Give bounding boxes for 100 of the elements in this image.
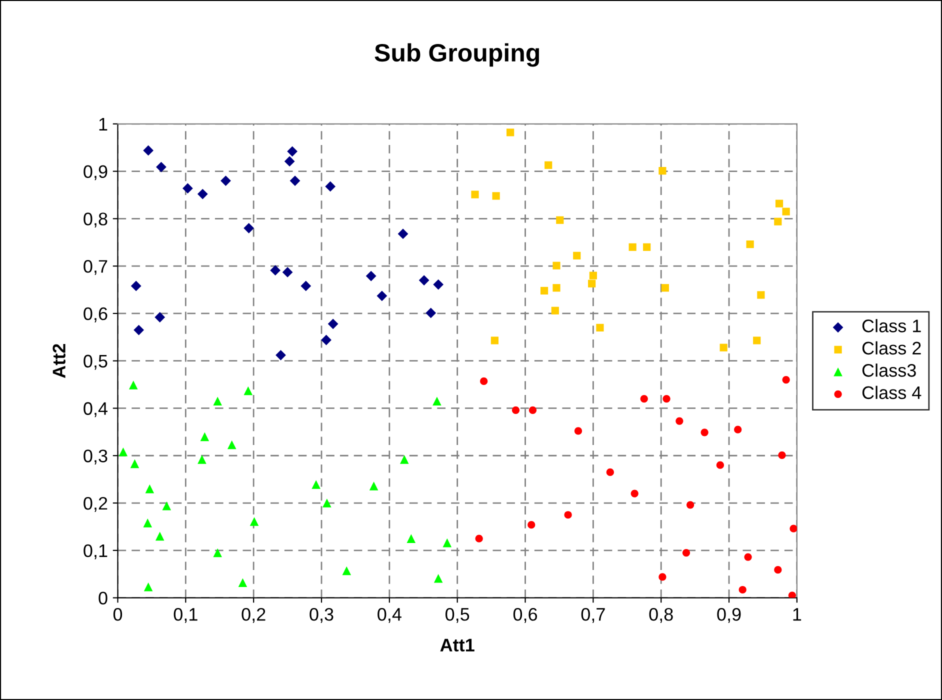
point bbox=[376, 290, 388, 302]
point bbox=[716, 461, 724, 469]
point bbox=[270, 265, 281, 276]
point bbox=[588, 280, 596, 288]
y-tick-label: 0,8 bbox=[84, 212, 108, 228]
y-tick-label: 0,7 bbox=[84, 260, 108, 275]
point bbox=[155, 532, 164, 541]
point bbox=[774, 566, 782, 574]
point bbox=[682, 548, 690, 557]
point bbox=[198, 455, 206, 464]
point bbox=[528, 406, 537, 414]
x-tick-label: 0,9 bbox=[717, 608, 741, 623]
point bbox=[778, 451, 786, 459]
point bbox=[300, 280, 312, 292]
point bbox=[720, 344, 728, 352]
y-tick-label: 0,6 bbox=[84, 307, 108, 322]
point bbox=[432, 396, 442, 406]
point bbox=[400, 455, 409, 464]
y-tick-label: 0,3 bbox=[84, 450, 108, 464]
x-axis-title: Att1 bbox=[440, 638, 474, 652]
point bbox=[738, 586, 746, 594]
x-tick-label: 0,6 bbox=[513, 608, 538, 623]
point bbox=[790, 524, 797, 532]
y-tick-label: 0 bbox=[98, 592, 108, 605]
x-tick-label: 0,8 bbox=[649, 608, 673, 623]
point bbox=[154, 312, 166, 322]
y-tick-label: 0,9 bbox=[84, 165, 108, 180]
point bbox=[182, 183, 193, 194]
point bbox=[322, 498, 332, 508]
point bbox=[552, 284, 560, 292]
point bbox=[366, 270, 376, 282]
point bbox=[321, 334, 332, 346]
point bbox=[492, 192, 500, 200]
point bbox=[220, 176, 231, 186]
point bbox=[551, 306, 559, 314]
point bbox=[213, 548, 222, 558]
point bbox=[197, 188, 208, 200]
point bbox=[490, 336, 498, 344]
x-tick-label: 1 bbox=[793, 608, 802, 621]
point bbox=[143, 518, 152, 528]
point bbox=[564, 511, 572, 519]
point bbox=[471, 190, 479, 198]
point bbox=[556, 216, 564, 224]
y-tick-label: 0,5 bbox=[84, 354, 108, 370]
point bbox=[312, 480, 320, 489]
point bbox=[574, 427, 582, 435]
point bbox=[118, 447, 128, 456]
point bbox=[134, 324, 144, 336]
point bbox=[506, 128, 514, 136]
point bbox=[757, 291, 765, 299]
point bbox=[442, 538, 452, 548]
point bbox=[130, 280, 142, 292]
point bbox=[250, 517, 259, 526]
point bbox=[782, 376, 790, 384]
point bbox=[512, 406, 520, 414]
x-tick-label: 0 bbox=[113, 608, 122, 621]
point bbox=[325, 181, 336, 192]
point bbox=[162, 501, 172, 510]
point bbox=[734, 426, 742, 434]
point bbox=[342, 566, 352, 576]
point bbox=[284, 156, 295, 167]
point bbox=[753, 336, 761, 344]
point bbox=[700, 428, 708, 436]
y-tick-label: 0,1 bbox=[84, 544, 108, 560]
y-tick-label: 0,2 bbox=[84, 496, 108, 512]
point bbox=[746, 240, 754, 248]
point bbox=[433, 279, 444, 290]
point bbox=[628, 243, 636, 251]
point bbox=[774, 218, 782, 226]
point bbox=[676, 417, 684, 425]
legend-label: Class 2 bbox=[862, 341, 921, 355]
point bbox=[145, 484, 154, 494]
point bbox=[782, 208, 790, 216]
point bbox=[630, 490, 638, 498]
point bbox=[244, 386, 253, 396]
point bbox=[426, 308, 436, 318]
point bbox=[662, 394, 670, 403]
legend-label: Class 4 bbox=[862, 386, 922, 400]
point bbox=[276, 350, 286, 360]
point bbox=[606, 468, 614, 476]
point bbox=[143, 145, 154, 156]
x-tick-label: 0,7 bbox=[581, 608, 605, 623]
point bbox=[290, 176, 300, 186]
point bbox=[552, 262, 560, 270]
point bbox=[434, 574, 443, 583]
point bbox=[686, 501, 694, 509]
point bbox=[544, 161, 552, 169]
x-tick-label: 0,5 bbox=[446, 608, 470, 623]
point bbox=[640, 394, 648, 403]
point bbox=[130, 459, 140, 468]
chart-title: Sub Grouping bbox=[374, 43, 539, 67]
point bbox=[573, 252, 581, 260]
point bbox=[744, 553, 752, 561]
point bbox=[661, 284, 669, 292]
point bbox=[788, 592, 796, 598]
point bbox=[227, 440, 236, 450]
point bbox=[369, 482, 378, 490]
point bbox=[144, 582, 153, 592]
point bbox=[282, 267, 293, 278]
y-tick-label: 1 bbox=[99, 118, 108, 130]
